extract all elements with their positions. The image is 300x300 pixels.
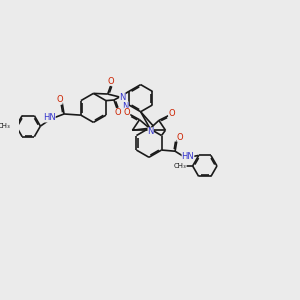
- Text: HN: HN: [182, 152, 194, 161]
- Text: O: O: [168, 109, 175, 118]
- Text: CH₃: CH₃: [0, 123, 10, 129]
- Text: CH₃: CH₃: [174, 163, 187, 169]
- Text: O: O: [176, 133, 183, 142]
- Text: O: O: [56, 95, 63, 104]
- Text: N: N: [122, 102, 129, 111]
- Text: O: O: [108, 77, 115, 86]
- Text: O: O: [114, 108, 121, 117]
- Text: HN: HN: [43, 113, 56, 122]
- Text: N: N: [148, 128, 154, 136]
- Text: O: O: [124, 108, 130, 117]
- Text: N: N: [119, 92, 126, 101]
